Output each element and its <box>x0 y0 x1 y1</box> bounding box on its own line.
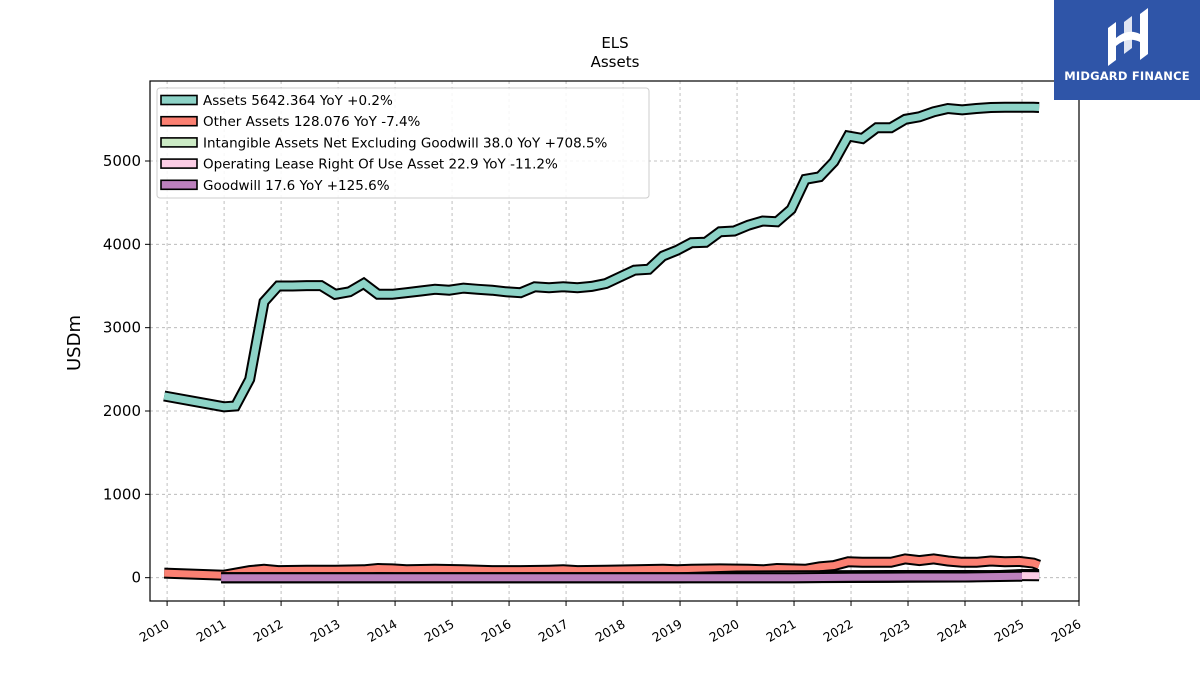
x-tick-label: 2013 <box>308 616 343 645</box>
logo-text: MIDGARD FINANCE <box>1064 69 1190 83</box>
legend-box <box>156 87 650 199</box>
x-tick-label: 2025 <box>992 616 1027 645</box>
series-line <box>164 555 1041 579</box>
legend-swatch <box>160 137 198 148</box>
legend-entry: Goodwill 17.6 YoY +125.6% <box>203 178 390 194</box>
plot-frame <box>149 80 1080 602</box>
legend-entry: Intangible Assets Net Excluding Goodwill… <box>203 135 608 151</box>
midgard-finance-logo: MIDGARD FINANCE <box>1054 0 1200 100</box>
x-tick-label: 2020 <box>707 616 742 645</box>
legend-entry: Other Assets 128.076 YoY -7.4% <box>203 114 421 130</box>
x-tick-label: 2019 <box>650 616 685 645</box>
x-tick-label: 2026 <box>1049 616 1084 645</box>
y-tick-label: 3000 <box>103 319 141 337</box>
y-axis-label: USDm <box>64 315 85 371</box>
logo-mark-icon <box>1108 8 1148 66</box>
x-tick-label: 2021 <box>764 616 799 645</box>
legend-swatch <box>160 94 198 106</box>
x-tick-label: 2011 <box>194 616 229 645</box>
x-tick-label: 2023 <box>878 616 913 645</box>
x-tick-label: 2015 <box>422 616 457 645</box>
series-other-assets <box>164 553 1042 581</box>
x-tick-label: 2018 <box>593 616 628 645</box>
series-goodwill <box>221 570 1023 584</box>
legend-swatch <box>160 115 198 127</box>
chart-title: ELS <box>601 34 628 52</box>
x-tick-label: 2014 <box>365 616 400 645</box>
y-tick-label: 1000 <box>103 485 141 503</box>
legend-entry: Operating Lease Right Of Use Asset 22.9 … <box>203 157 558 173</box>
series-line <box>221 572 1023 582</box>
y-axis: 0 1000 2000 3000 4000 5000 <box>103 152 150 587</box>
series-line <box>163 103 1040 411</box>
legend-swatch <box>160 179 198 191</box>
legend-swatch <box>160 158 198 169</box>
chart-subtitle: Assets <box>591 53 640 71</box>
series-layer <box>163 101 1042 584</box>
x-tick-label: 2017 <box>536 616 571 645</box>
x-tick-label: 2012 <box>251 616 286 645</box>
y-tick-label: 4000 <box>103 235 141 253</box>
series-assets <box>163 101 1040 413</box>
legend-entry: Assets 5642.364 YoY +0.2% <box>203 93 393 109</box>
y-tick-label: 5000 <box>103 152 141 170</box>
y-tick-label: 2000 <box>103 402 141 420</box>
legend: Assets 5642.364 YoY +0.2% Other Assets 12… <box>156 87 650 199</box>
y-tick-label: 0 <box>131 569 141 587</box>
x-tick-label: 2024 <box>935 616 970 645</box>
x-tick-label: 2022 <box>821 616 856 645</box>
x-tick-label: 2016 <box>479 616 514 645</box>
x-axis: 2010 2011 2012 2013 2014 2015 2016 2017 2018 2019… <box>137 601 1084 645</box>
x-tick-label: 2010 <box>137 616 172 645</box>
